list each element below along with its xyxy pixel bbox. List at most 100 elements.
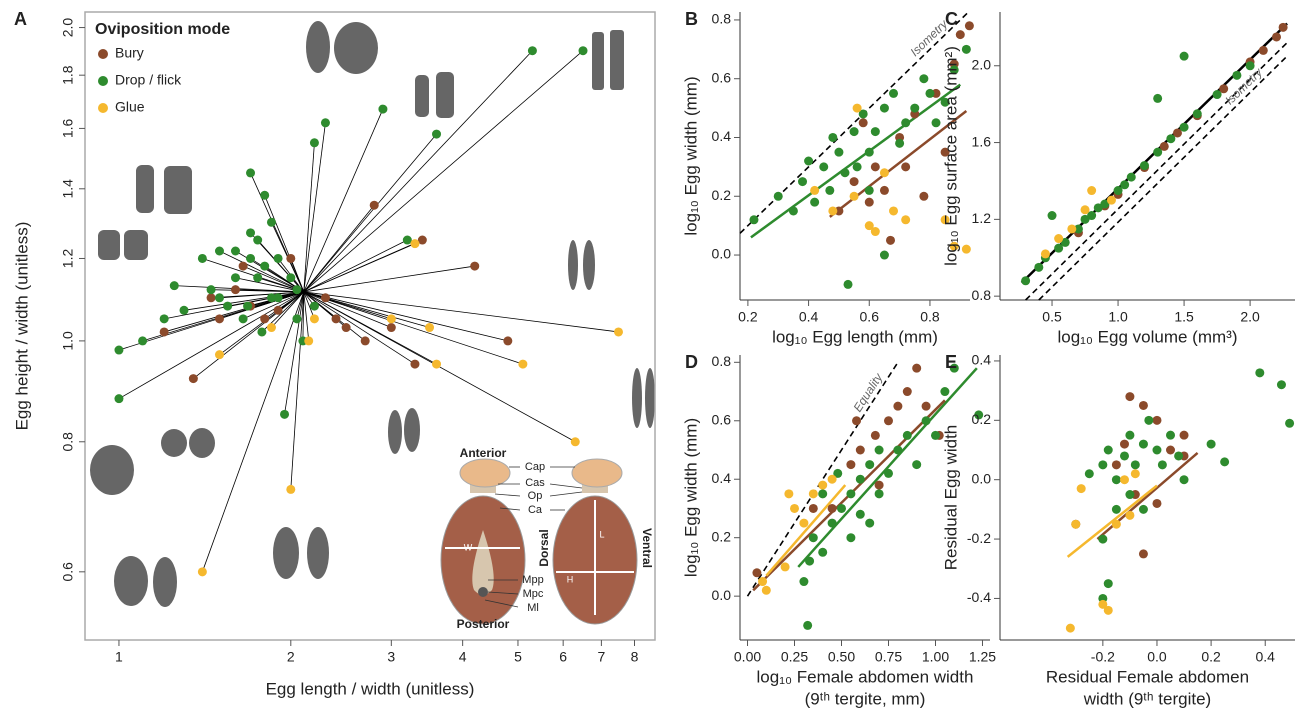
data-point [883,468,893,478]
y-tick-label: 0.8 [712,11,732,27]
data-point [902,387,912,397]
data-point [773,191,783,201]
y-tick-label: 0.0 [712,587,732,603]
y-tick-label: 0.8 [712,353,732,369]
data-point [1113,186,1123,196]
x-tick-label: 0.4 [1255,649,1275,665]
diagram-label: Posterior [457,617,510,631]
data-point [292,314,302,324]
data-point [273,305,283,315]
panel-label: A [14,9,27,29]
data-point [1040,249,1050,259]
y-tick-label: 0.6 [60,562,76,582]
tree-branch [219,250,304,293]
data-point [410,359,420,369]
x-tick-label: 7 [597,649,605,665]
data-point [1174,451,1184,461]
data-point [309,301,319,311]
data-point [1166,134,1176,144]
data-point [1220,457,1230,467]
tree-branch [284,291,305,415]
diagram-label: Ventral [640,528,654,568]
diagram-label: L [599,529,604,539]
data-point [243,301,253,311]
tree-branch [303,243,416,293]
data-point [1080,214,1090,224]
tree-branch [303,291,315,319]
data-point [386,323,396,333]
legend-swatch [98,49,108,59]
y-tick-label: -0.4 [967,589,991,605]
y-tick-label: 1.8 [60,65,76,85]
diagram-label: Dorsal [537,529,551,566]
data-point [309,314,319,324]
data-point [940,387,950,397]
data-point [843,279,853,289]
data-point [1258,45,1268,55]
legend-label: Bury [115,45,144,61]
data-point [1276,380,1286,390]
data-point [874,489,884,499]
data-point [432,129,442,139]
data-point [808,489,818,499]
data-point [527,46,537,56]
legend-swatch [98,103,108,113]
tree-branch [219,291,305,355]
y-tick-label: 0.4 [972,352,992,368]
data-point [879,250,889,260]
x-tick-label: 0.25 [781,649,808,665]
tree-branch [296,291,305,319]
data-point [818,547,828,557]
data-point [1278,22,1288,32]
x-tick-label: 3 [387,649,395,665]
data-point [858,118,868,128]
y-tick-label: -0.2 [967,530,991,546]
fit-line [1038,55,1288,301]
data-point [919,74,929,84]
data-point [1119,451,1129,461]
data-point [780,562,790,572]
data-point [331,314,341,324]
data-point [260,190,270,200]
y-tick-label: 0.0 [712,246,732,262]
data-point [798,177,808,187]
data-point [1106,195,1116,205]
diagram-label: Ca [528,504,543,516]
panel-label: B [685,9,698,29]
data-point [1192,109,1202,119]
data-point [799,518,809,528]
data-point [1179,122,1189,132]
data-point [846,460,856,470]
data-point [114,345,124,355]
data-point [1219,84,1229,94]
data-point [1152,445,1162,455]
data-point [1087,211,1097,221]
x-tick-label: 0.75 [875,649,902,665]
panel-label: C [945,9,958,29]
data-point [1021,276,1031,286]
tree-branch [303,50,533,293]
data-point [889,206,899,216]
tree-branch [303,291,619,333]
data-point [752,568,762,578]
y-tick-label: 0.6 [712,69,732,85]
diagram-label: Cap [525,461,545,473]
diagram-label: Ml [527,602,539,614]
data-point [901,118,911,128]
data-point [865,518,875,528]
x-tick-label: 0.2 [1201,649,1221,665]
data-point [320,118,330,128]
y-axis-label: Egg height / width (unitless) [12,222,31,431]
legend-label: Glue [115,99,145,115]
diagram-label: Mpc [523,588,544,600]
data-point [921,416,931,426]
data-point [1138,400,1148,410]
data-point [864,197,874,207]
data-point [855,474,865,484]
data-point [1047,211,1057,221]
tree-branch [242,291,304,320]
y-tick-label: 0.2 [712,528,732,544]
y-axis-label: log₁₀ Egg width (mm) [681,76,700,235]
data-point [1172,128,1182,138]
